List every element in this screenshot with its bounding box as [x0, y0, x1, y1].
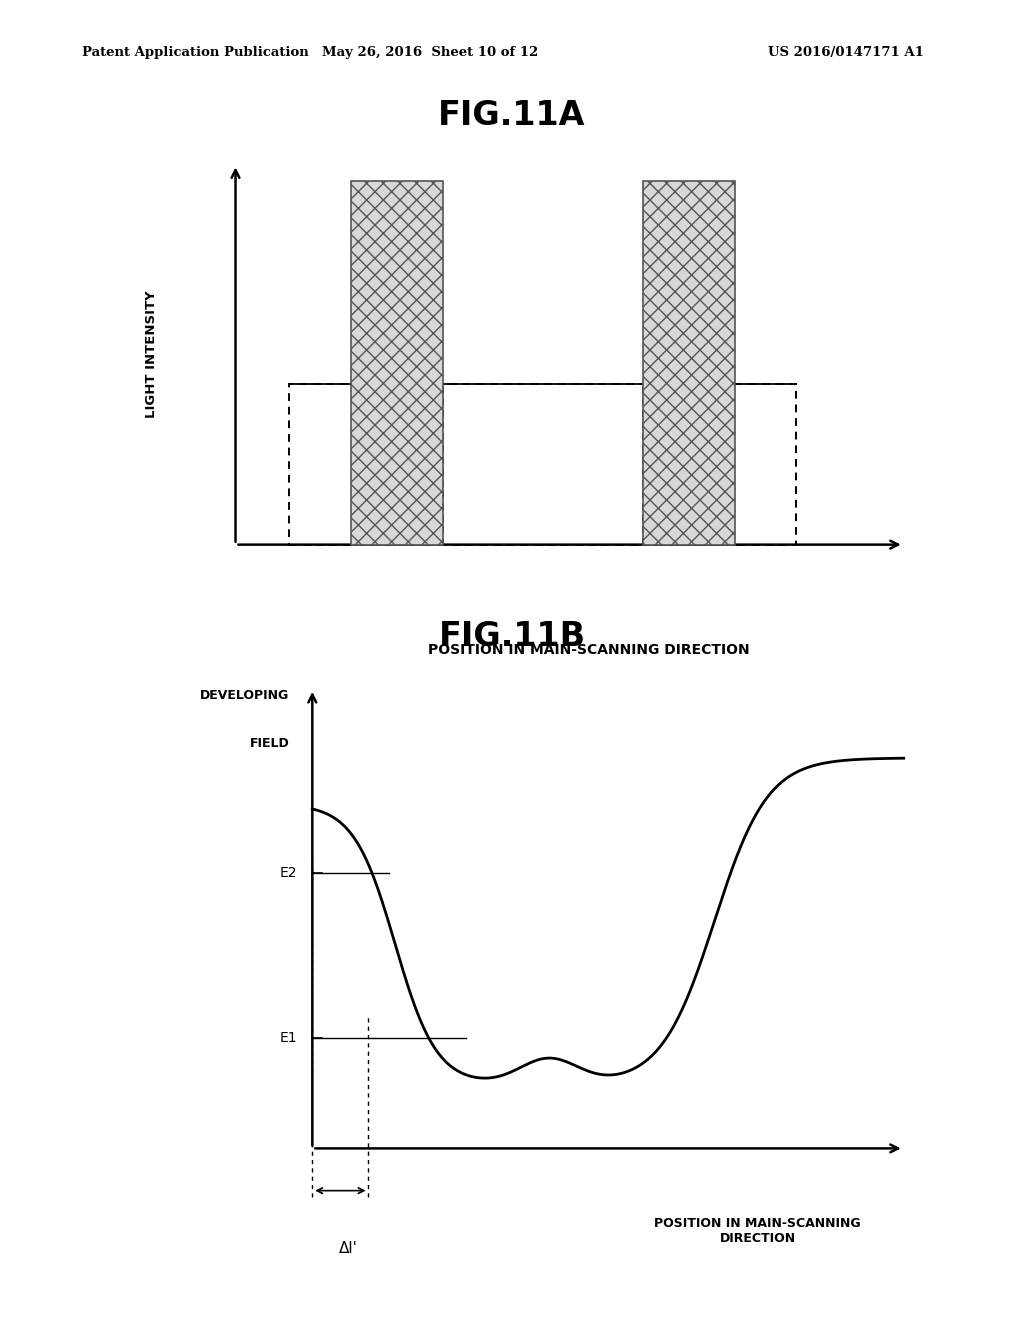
Bar: [290, 384, 797, 545]
Text: E2: E2: [280, 866, 297, 880]
Text: LIGHT INTENSITY: LIGHT INTENSITY: [144, 290, 158, 418]
Text: FIG.11A: FIG.11A: [438, 99, 586, 132]
Text: DEVELOPING: DEVELOPING: [200, 689, 290, 702]
Text: POSITION IN MAIN-SCANNING DIRECTION: POSITION IN MAIN-SCANNING DIRECTION: [428, 643, 750, 657]
Text: FIG.11B: FIG.11B: [438, 620, 586, 653]
Bar: [350, 181, 442, 545]
Text: E1: E1: [280, 1031, 297, 1045]
Bar: [643, 181, 735, 545]
Text: Patent Application Publication: Patent Application Publication: [82, 46, 308, 59]
Text: US 2016/0147171 A1: US 2016/0147171 A1: [768, 46, 924, 59]
Text: POSITION IN MAIN-SCANNING
DIRECTION: POSITION IN MAIN-SCANNING DIRECTION: [654, 1217, 861, 1245]
Text: Δl': Δl': [339, 1241, 357, 1257]
Text: May 26, 2016  Sheet 10 of 12: May 26, 2016 Sheet 10 of 12: [322, 46, 539, 59]
Text: FIELD: FIELD: [250, 737, 290, 750]
